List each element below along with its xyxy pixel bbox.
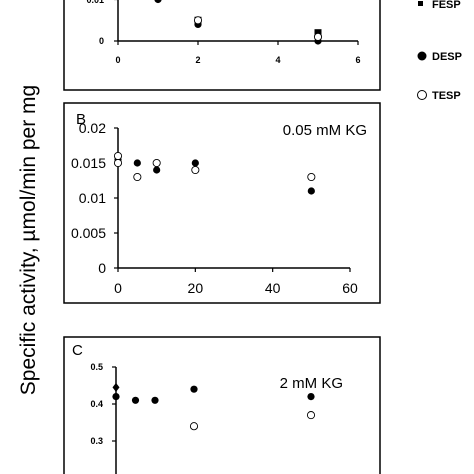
panel-2-y-tick-label: 0.005 bbox=[71, 225, 106, 241]
panel-c-label: C bbox=[72, 342, 83, 359]
panel-b-frame bbox=[63, 102, 381, 304]
panel-2-point-tesp bbox=[113, 151, 123, 161]
panel-1-y-tick-label: 0 bbox=[99, 36, 104, 46]
panel-b-annotation: 0.05 mM KG bbox=[283, 122, 367, 139]
panel-1-point-fesp bbox=[314, 29, 322, 37]
panel-2-point-tesp bbox=[191, 165, 200, 175]
legend: FESP DESP TESP bbox=[417, 0, 462, 102]
panel-1-point-tesp bbox=[313, 32, 323, 41]
panel-2-point-desp bbox=[307, 187, 315, 195]
panel-3-point-fesp bbox=[112, 382, 120, 392]
panel-3-y-tick-label: 0.4 bbox=[90, 399, 103, 409]
panel-1-point-desp bbox=[154, 0, 162, 4]
panel-2-point-desp bbox=[191, 159, 199, 167]
y-axis-title: Specific activity, µmol/min per mg bbox=[17, 85, 40, 395]
legend-marker-desp bbox=[417, 51, 427, 61]
panel-3-point-desp bbox=[151, 396, 159, 404]
panel-2-point-tesp bbox=[133, 172, 142, 182]
panel-1-x-tick-label: 6 bbox=[355, 55, 360, 65]
panel-1-x-tick-label: 0 bbox=[115, 55, 120, 65]
legend-label-tesp: TESP bbox=[432, 90, 461, 102]
panel-2-point-tesp bbox=[113, 158, 123, 168]
panel-1-y-tick-label: 0.01 bbox=[86, 0, 104, 5]
panel-2-x-tick-label: 20 bbox=[188, 280, 204, 296]
panel-3-point-desp bbox=[307, 393, 315, 401]
legend-marker-tesp bbox=[417, 90, 427, 100]
panel-c-frame bbox=[63, 336, 381, 474]
panel-2-point-tesp bbox=[152, 158, 161, 168]
panel-2-point-desp bbox=[133, 159, 141, 167]
panel-3-point-desp bbox=[131, 396, 140, 404]
panel-b-label: B bbox=[76, 111, 86, 128]
panel-2-point-tesp bbox=[307, 172, 316, 182]
panel-3-y-tick-label: 0.5 bbox=[90, 362, 103, 372]
panel-2-y-tick-label: 0.01 bbox=[79, 190, 106, 206]
panel-1-x-tick-label: 4 bbox=[275, 55, 280, 65]
legend-marker-fesp bbox=[418, 1, 423, 6]
panel-3-point-desp bbox=[190, 385, 198, 393]
panel-2-y-tick-label: 0.015 bbox=[71, 155, 106, 171]
panel-3-point-tesp bbox=[189, 422, 199, 431]
panel-2-x-tick-label: 0 bbox=[114, 280, 122, 296]
panel-3-point-tesp bbox=[306, 411, 316, 420]
panel-1-x-tick-label: 2 bbox=[195, 55, 200, 65]
panel-2-y-tick-label: 0 bbox=[98, 260, 106, 276]
panel-1-point-tesp bbox=[193, 16, 203, 25]
legend-label-fesp: FESP bbox=[432, 0, 461, 11]
panel-a-frame bbox=[63, 0, 381, 91]
panel-3-y-tick-label: 0.3 bbox=[90, 436, 103, 446]
panel-2-x-tick-label: 40 bbox=[265, 280, 281, 296]
panel-3-point-desp bbox=[112, 393, 120, 401]
panel-2-point-desp bbox=[153, 166, 161, 174]
legend-label-desp: DESP bbox=[432, 51, 462, 63]
panel-c-annotation: 2 mM KG bbox=[280, 375, 343, 392]
panel-2-y-tick-label: 0.02 bbox=[79, 120, 106, 136]
panel-2-x-tick-label: 60 bbox=[342, 280, 358, 296]
